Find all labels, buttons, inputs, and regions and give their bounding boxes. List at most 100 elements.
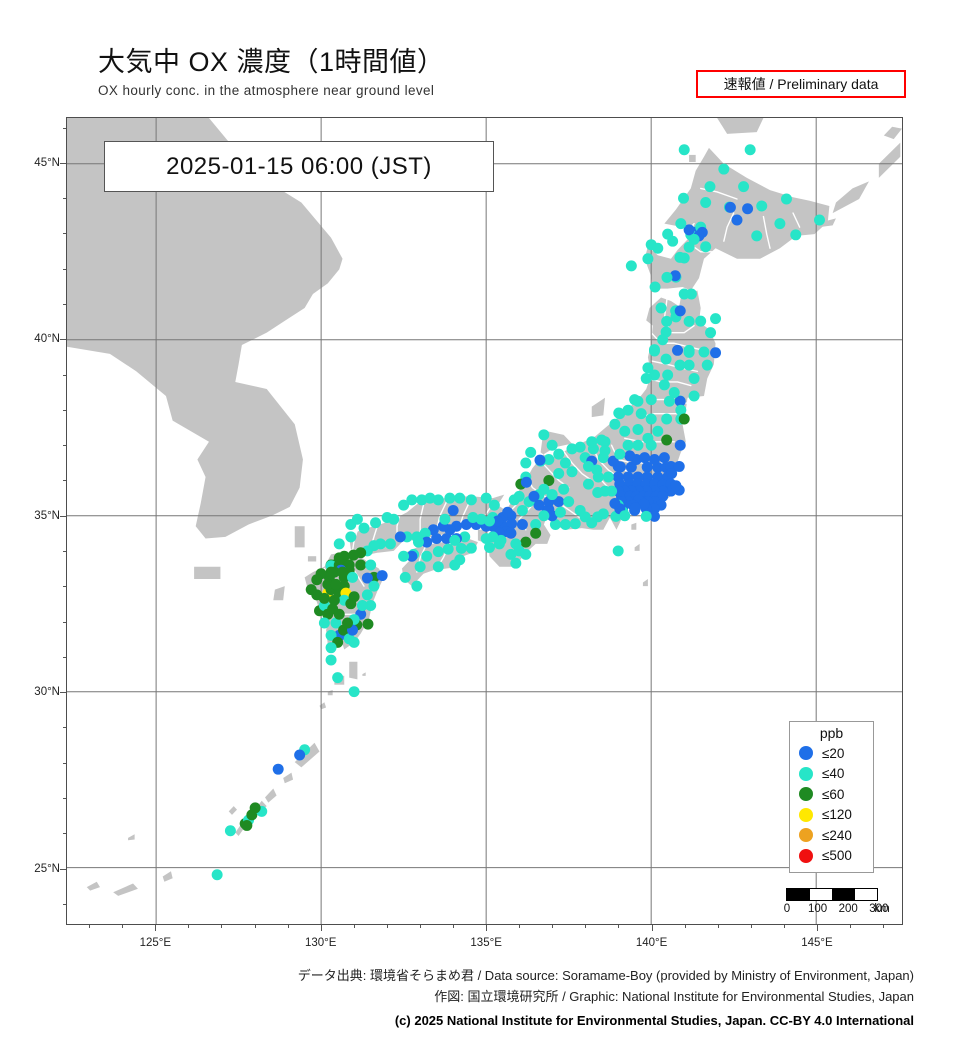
legend-item-label: ≤500: [822, 848, 852, 864]
page-subtitle: OX hourly conc. in the atmosphere near g…: [98, 83, 435, 98]
scale-label-100: 100: [808, 903, 828, 915]
scale-bar-labels: 0 100 200 300 km: [783, 903, 890, 919]
x-tick-137: [552, 925, 554, 928]
y-tick-31: [63, 656, 66, 658]
page-title: 大気中 OX 濃度（1時間値）: [98, 47, 445, 77]
legend-swatch-icon: [799, 787, 813, 802]
x-tick-128: [254, 925, 256, 928]
y-tick-43: [63, 233, 66, 235]
x-tick-129: [287, 925, 289, 928]
x-tick-143: [750, 925, 752, 928]
x-tick-145: [816, 925, 818, 931]
x-axis-label-130: 130°E: [305, 937, 337, 949]
y-tick-36: [63, 480, 66, 482]
observation-points-svg: [211, 144, 825, 881]
y-axis-label-45: 45°N: [34, 156, 60, 169]
y-tick-27: [63, 797, 66, 799]
footer: データ出典: 環境省そらまめ君 / Data source: Soramame-…: [0, 965, 980, 1031]
y-tick-46: [63, 127, 66, 129]
y-axis-label-40: 40°N: [34, 333, 60, 346]
x-tick-139: [618, 925, 620, 928]
y-tick-44: [63, 198, 66, 200]
x-tick-142: [717, 925, 719, 928]
y-tick-26: [63, 833, 66, 835]
y-tick-32: [63, 621, 66, 623]
y-tick-35: [60, 515, 66, 517]
scale-label-200: 200: [838, 903, 858, 915]
x-tick-140: [651, 925, 653, 931]
legend-title: ppb: [819, 725, 844, 741]
x-tick-141: [684, 925, 686, 928]
legend-swatch-icon: [799, 746, 813, 761]
scale-bar: 0 100 200 300 km: [783, 888, 890, 919]
y-tick-24: [63, 903, 66, 905]
footer-graphic-credit: 作図: 国立環境研究所 / Graphic: National Institut…: [434, 989, 914, 1004]
x-tick-136: [519, 925, 521, 928]
x-tick-135: [486, 925, 488, 931]
scale-segment-0: [787, 889, 809, 900]
legend-item-label: ≤20: [822, 745, 845, 761]
x-tick-138: [585, 925, 587, 928]
x-axis-label-135: 135°E: [470, 937, 502, 949]
y-tick-33: [63, 586, 66, 588]
y-tick-34: [63, 550, 66, 552]
x-tick-131: [353, 925, 355, 928]
x-axis-label-125: 125°E: [139, 937, 172, 949]
legend: ppb ≤20 ≤40 ≤60 ≤120 ≤240 ≤500: [789, 721, 874, 873]
y-tick-39: [63, 374, 66, 376]
x-axis-label-145: 145°E: [801, 937, 833, 949]
y-axis-label-25: 25°N: [34, 862, 60, 875]
legend-item-1[interactable]: ≤40: [795, 764, 868, 785]
x-tick-125: [155, 925, 157, 931]
scale-unit-label: km: [874, 903, 890, 915]
footer-data-source: データ出典: 環境省そらまめ君 / Data source: Soramame-…: [297, 968, 914, 983]
x-tick-127: [221, 925, 223, 928]
scale-label-0: 0: [783, 903, 791, 915]
y-axis-label-30: 30°N: [34, 686, 60, 699]
x-tick-146: [850, 925, 852, 928]
footer-copyright: (c) 2025 National Institute for Environm…: [394, 1013, 914, 1028]
scale-segment-3: [854, 889, 877, 900]
preliminary-data-badge: 速報値 / Preliminary data: [696, 70, 906, 98]
y-axis-label-35: 35°N: [34, 509, 60, 522]
y-tick-30: [60, 692, 66, 694]
x-tick-147: [883, 925, 885, 928]
x-tick-144: [783, 925, 785, 928]
legend-swatch-icon: [799, 807, 813, 822]
legend-item-label: ≤240: [822, 827, 852, 843]
scale-bar-segments: [786, 888, 878, 901]
legend-swatch-icon: [799, 848, 813, 863]
x-tick-123: [89, 925, 91, 928]
y-tick-29: [63, 727, 66, 729]
legend-item-3[interactable]: ≤120: [795, 805, 868, 826]
x-tick-124: [122, 925, 124, 928]
legend-item-4[interactable]: ≤240: [795, 825, 868, 846]
legend-swatch-icon: [799, 766, 813, 781]
y-tick-37: [63, 445, 66, 447]
y-tick-41: [63, 304, 66, 305]
legend-swatch-icon: [799, 828, 813, 843]
legend-item-0[interactable]: ≤20: [795, 743, 868, 764]
scale-label-300: 300: [869, 903, 889, 915]
x-axis-label-140: 140°E: [635, 937, 668, 949]
y-tick-28: [63, 762, 66, 764]
x-tick-134: [453, 925, 455, 928]
map-plot-area[interactable]: [66, 117, 903, 925]
y-tick-25: [60, 868, 66, 870]
x-tick-132: [386, 925, 388, 928]
legend-item-2[interactable]: ≤60: [795, 784, 868, 805]
y-tick-45: [60, 162, 66, 164]
y-tick-42: [63, 268, 66, 270]
timestamp-label: 2025-01-15 06:00 (JST): [104, 141, 494, 192]
scale-segment-2: [831, 889, 855, 900]
y-tick-38: [63, 409, 66, 411]
x-tick-133: [419, 925, 421, 928]
title-block: 大気中 OX 濃度（1時間値） OX hourly conc. in the a…: [98, 40, 445, 98]
legend-item-label: ≤120: [822, 807, 852, 823]
legend-item-label: ≤60: [822, 786, 845, 802]
y-tick-40: [60, 339, 66, 341]
x-tick-126: [188, 925, 190, 928]
scale-segment-1: [808, 889, 832, 900]
legend-item-5[interactable]: ≤500: [795, 846, 868, 867]
x-tick-130: [320, 925, 322, 931]
